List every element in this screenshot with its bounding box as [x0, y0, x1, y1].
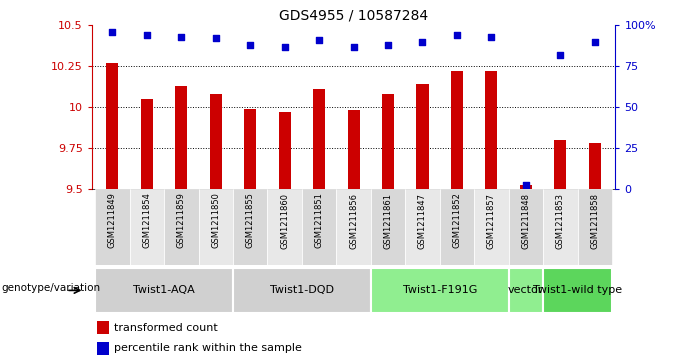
Bar — [451, 71, 463, 189]
Point — [107, 29, 118, 35]
Title: GDS4955 / 10587284: GDS4955 / 10587284 — [279, 9, 428, 23]
Text: vector: vector — [508, 285, 543, 295]
Text: GSM1211856: GSM1211856 — [349, 192, 358, 249]
Bar — [416, 84, 428, 189]
Bar — [405, 189, 440, 265]
Bar — [577, 189, 612, 265]
Point — [348, 44, 359, 49]
Bar — [509, 268, 543, 313]
Bar — [543, 189, 577, 265]
Point — [279, 44, 290, 49]
Bar — [95, 189, 130, 265]
Text: GSM1211855: GSM1211855 — [245, 192, 255, 248]
Bar — [589, 143, 600, 189]
Bar — [107, 63, 118, 189]
Bar — [175, 86, 188, 189]
Text: GSM1211852: GSM1211852 — [452, 192, 462, 248]
Text: genotype/variation: genotype/variation — [1, 283, 100, 293]
Bar — [486, 71, 497, 189]
Text: GSM1211848: GSM1211848 — [522, 192, 530, 249]
Point — [141, 32, 152, 38]
Bar — [543, 268, 612, 313]
Point — [210, 36, 221, 41]
Bar — [233, 189, 267, 265]
Bar — [302, 189, 337, 265]
Point — [555, 52, 566, 58]
Bar — [474, 189, 509, 265]
Text: Twist1-AQA: Twist1-AQA — [133, 285, 195, 295]
Text: GSM1211847: GSM1211847 — [418, 192, 427, 249]
Bar — [520, 185, 532, 189]
Text: Twist1-DQD: Twist1-DQD — [270, 285, 334, 295]
Bar — [371, 268, 509, 313]
Point — [452, 32, 462, 38]
Bar — [267, 189, 302, 265]
Bar — [440, 189, 474, 265]
Point — [176, 34, 187, 40]
Bar — [382, 94, 394, 189]
Bar — [347, 110, 360, 189]
Text: GSM1211859: GSM1211859 — [177, 192, 186, 248]
Bar — [337, 189, 371, 265]
Point — [417, 39, 428, 45]
Bar — [313, 89, 325, 189]
Text: GSM1211853: GSM1211853 — [556, 192, 565, 249]
Text: Twist1-F191G: Twist1-F191G — [403, 285, 477, 295]
Bar — [244, 109, 256, 189]
Bar — [509, 189, 543, 265]
Bar — [371, 189, 405, 265]
Text: percentile rank within the sample: percentile rank within the sample — [114, 343, 302, 354]
Bar — [554, 140, 566, 189]
Bar — [97, 321, 109, 334]
Point — [383, 42, 394, 48]
Point — [520, 183, 531, 188]
Bar — [141, 99, 153, 189]
Point — [590, 39, 600, 45]
Bar — [279, 112, 291, 189]
Bar — [199, 189, 233, 265]
Bar — [210, 94, 222, 189]
Point — [486, 34, 497, 40]
Text: GSM1211851: GSM1211851 — [315, 192, 324, 248]
Text: transformed count: transformed count — [114, 323, 218, 333]
Point — [313, 37, 324, 43]
Bar — [130, 189, 164, 265]
Text: GSM1211850: GSM1211850 — [211, 192, 220, 248]
Bar — [233, 268, 371, 313]
Text: GSM1211861: GSM1211861 — [384, 192, 392, 249]
Bar — [95, 268, 233, 313]
Text: GSM1211857: GSM1211857 — [487, 192, 496, 249]
Bar — [97, 342, 109, 355]
Text: GSM1211860: GSM1211860 — [280, 192, 289, 249]
Text: GSM1211854: GSM1211854 — [142, 192, 152, 248]
Point — [245, 42, 256, 48]
Text: Twist1-wild type: Twist1-wild type — [533, 285, 622, 295]
Text: GSM1211858: GSM1211858 — [590, 192, 599, 249]
Text: GSM1211849: GSM1211849 — [108, 192, 117, 248]
Bar — [164, 189, 199, 265]
